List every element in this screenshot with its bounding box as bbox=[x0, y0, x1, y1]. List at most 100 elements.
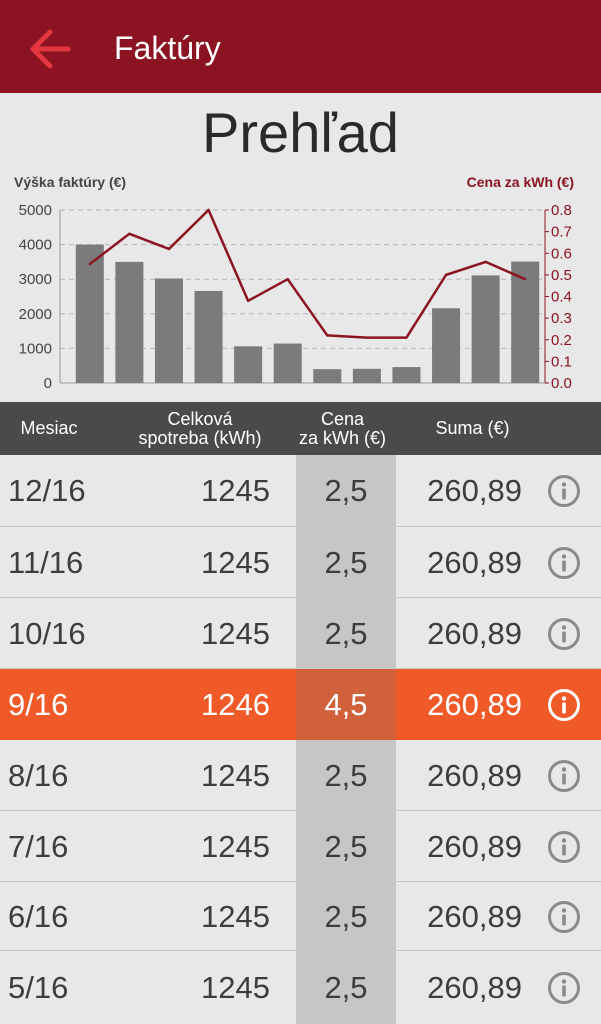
bar bbox=[234, 346, 263, 383]
row-month: 10/16 bbox=[8, 615, 86, 651]
left-tick-label: 1000 bbox=[19, 340, 52, 357]
table-row[interactable]: 6/16 1245 2,5 260,89 bbox=[0, 882, 601, 951]
app-bar: Faktúry bbox=[0, 0, 601, 93]
line-point bbox=[524, 278, 527, 281]
invoice-list: 12/16 1245 2,5 260,89 11/16 1245 2,5 260,89 10/1… bbox=[0, 455, 601, 1024]
left-tick-label: 3000 bbox=[19, 271, 52, 288]
row-consumption: 1246 bbox=[201, 686, 270, 722]
table-row[interactable]: 9/16 1246 4,5 260,89 bbox=[0, 669, 601, 740]
row-month: 11/16 bbox=[8, 544, 84, 580]
bar bbox=[352, 368, 381, 383]
header-price-line2: za kWh (€) bbox=[298, 427, 386, 448]
info-button[interactable] bbox=[544, 740, 584, 811]
info-button[interactable] bbox=[544, 455, 584, 527]
bar bbox=[115, 261, 144, 383]
arrow-left-icon bbox=[30, 29, 71, 69]
row-price: 2,5 bbox=[324, 828, 368, 864]
row-sum: 260,89 bbox=[427, 898, 522, 934]
table-row[interactable]: 8/16 1245 2,5 260,89 bbox=[0, 740, 601, 811]
line-point bbox=[246, 299, 250, 303]
right-tick-label: 0.3 bbox=[551, 310, 572, 327]
bar bbox=[511, 261, 540, 383]
bar bbox=[273, 343, 302, 383]
line-point bbox=[405, 336, 408, 339]
back-button[interactable] bbox=[22, 22, 76, 76]
table-header: Mesiac Celková spotreba (kWh) Cena za kWh … bbox=[0, 402, 601, 455]
table-row[interactable]: 11/16 1245 2,5 260,89 bbox=[0, 527, 601, 598]
row-sum: 260,89 bbox=[427, 544, 522, 580]
right-tick-label: 0.0 bbox=[551, 375, 572, 392]
price-line bbox=[89, 208, 526, 339]
bar bbox=[432, 308, 461, 383]
left-tick-label: 0 bbox=[44, 375, 52, 392]
info-icon bbox=[548, 688, 580, 721]
row-consumption: 1245 bbox=[201, 615, 270, 651]
header-consumption: Celková spotreba (kWh) bbox=[122, 402, 278, 455]
line-point bbox=[128, 232, 131, 235]
line-point bbox=[286, 278, 289, 281]
row-price: 2,5 bbox=[324, 898, 368, 934]
info-icon bbox=[548, 972, 580, 1004]
row-consumption: 1245 bbox=[201, 544, 270, 580]
line-point bbox=[484, 260, 487, 264]
line-point bbox=[167, 247, 171, 251]
bar bbox=[471, 275, 500, 383]
bar bbox=[313, 369, 342, 383]
row-month: 9/16 bbox=[8, 686, 69, 722]
header-consumption-line2: spotreba (kWh) bbox=[138, 427, 262, 448]
row-price: 2,5 bbox=[324, 615, 368, 651]
bar bbox=[154, 278, 183, 383]
table-row[interactable]: 10/16 1245 2,5 260,89 bbox=[0, 598, 601, 669]
left-tick-label: 2000 bbox=[19, 306, 52, 323]
row-consumption: 1245 bbox=[201, 828, 270, 864]
info-icon bbox=[548, 759, 580, 792]
info-icon bbox=[548, 546, 580, 579]
right-tick-label: 0.6 bbox=[551, 245, 572, 262]
line-point bbox=[444, 273, 448, 277]
row-sum: 260,89 bbox=[427, 970, 522, 1005]
row-month: 5/16 bbox=[8, 970, 69, 1005]
right-axis-label: Cena za kWh (€) bbox=[466, 174, 574, 190]
info-button[interactable] bbox=[544, 598, 584, 669]
row-month: 8/16 bbox=[8, 757, 69, 793]
header-month: Mesiac bbox=[20, 418, 78, 438]
row-sum: 260,89 bbox=[427, 473, 522, 508]
line-point bbox=[88, 262, 91, 266]
line-point bbox=[207, 208, 210, 212]
info-button[interactable] bbox=[544, 669, 584, 740]
info-icon bbox=[548, 617, 580, 650]
row-price: 2,5 bbox=[324, 544, 368, 580]
table-row[interactable]: 7/16 1245 2,5 260,89 bbox=[0, 811, 601, 882]
row-month: 12/16 bbox=[8, 473, 86, 508]
header-price-line1: Cena bbox=[320, 408, 364, 429]
bar bbox=[194, 290, 223, 383]
header-consumption-line1: Celková bbox=[167, 408, 233, 429]
line-point bbox=[326, 334, 329, 337]
header-sum: Suma (€) bbox=[435, 418, 510, 438]
table-row[interactable]: 12/16 1245 2,5 260,89 bbox=[0, 455, 601, 527]
line-point bbox=[365, 336, 369, 339]
row-consumption: 1245 bbox=[201, 898, 270, 934]
row-month: 6/16 bbox=[8, 898, 69, 934]
info-button[interactable] bbox=[544, 527, 584, 598]
page-title: Prehľad bbox=[202, 101, 399, 164]
left-tick-label: 5000 bbox=[19, 202, 52, 219]
right-tick-label: 0.4 bbox=[551, 289, 572, 306]
info-button[interactable] bbox=[544, 882, 584, 951]
info-button[interactable] bbox=[544, 951, 584, 1024]
left-axis-label: Výška faktúry (€) bbox=[14, 174, 127, 190]
header-price: Cena za kWh (€) bbox=[285, 402, 400, 455]
bar bbox=[392, 367, 421, 383]
row-sum: 260,89 bbox=[427, 757, 522, 793]
bar bbox=[75, 244, 104, 383]
invoice-chart: 5000 4000 3000 2000 1000 0 0.8 0.7 0.6 0.5 0.4 0.3 0… bbox=[19, 202, 572, 392]
right-tick-label: 0.1 bbox=[551, 353, 572, 370]
table-row[interactable]: 5/16 1245 2,5 260,89 bbox=[0, 951, 601, 1024]
right-tick-label: 0.7 bbox=[551, 224, 572, 241]
left-tick-label: 4000 bbox=[19, 237, 52, 254]
info-button[interactable] bbox=[544, 811, 584, 882]
row-consumption: 1245 bbox=[201, 970, 270, 1005]
right-tick-label: 0.5 bbox=[551, 267, 572, 284]
row-price: 2,5 bbox=[324, 757, 368, 793]
row-consumption: 1245 bbox=[201, 473, 270, 508]
